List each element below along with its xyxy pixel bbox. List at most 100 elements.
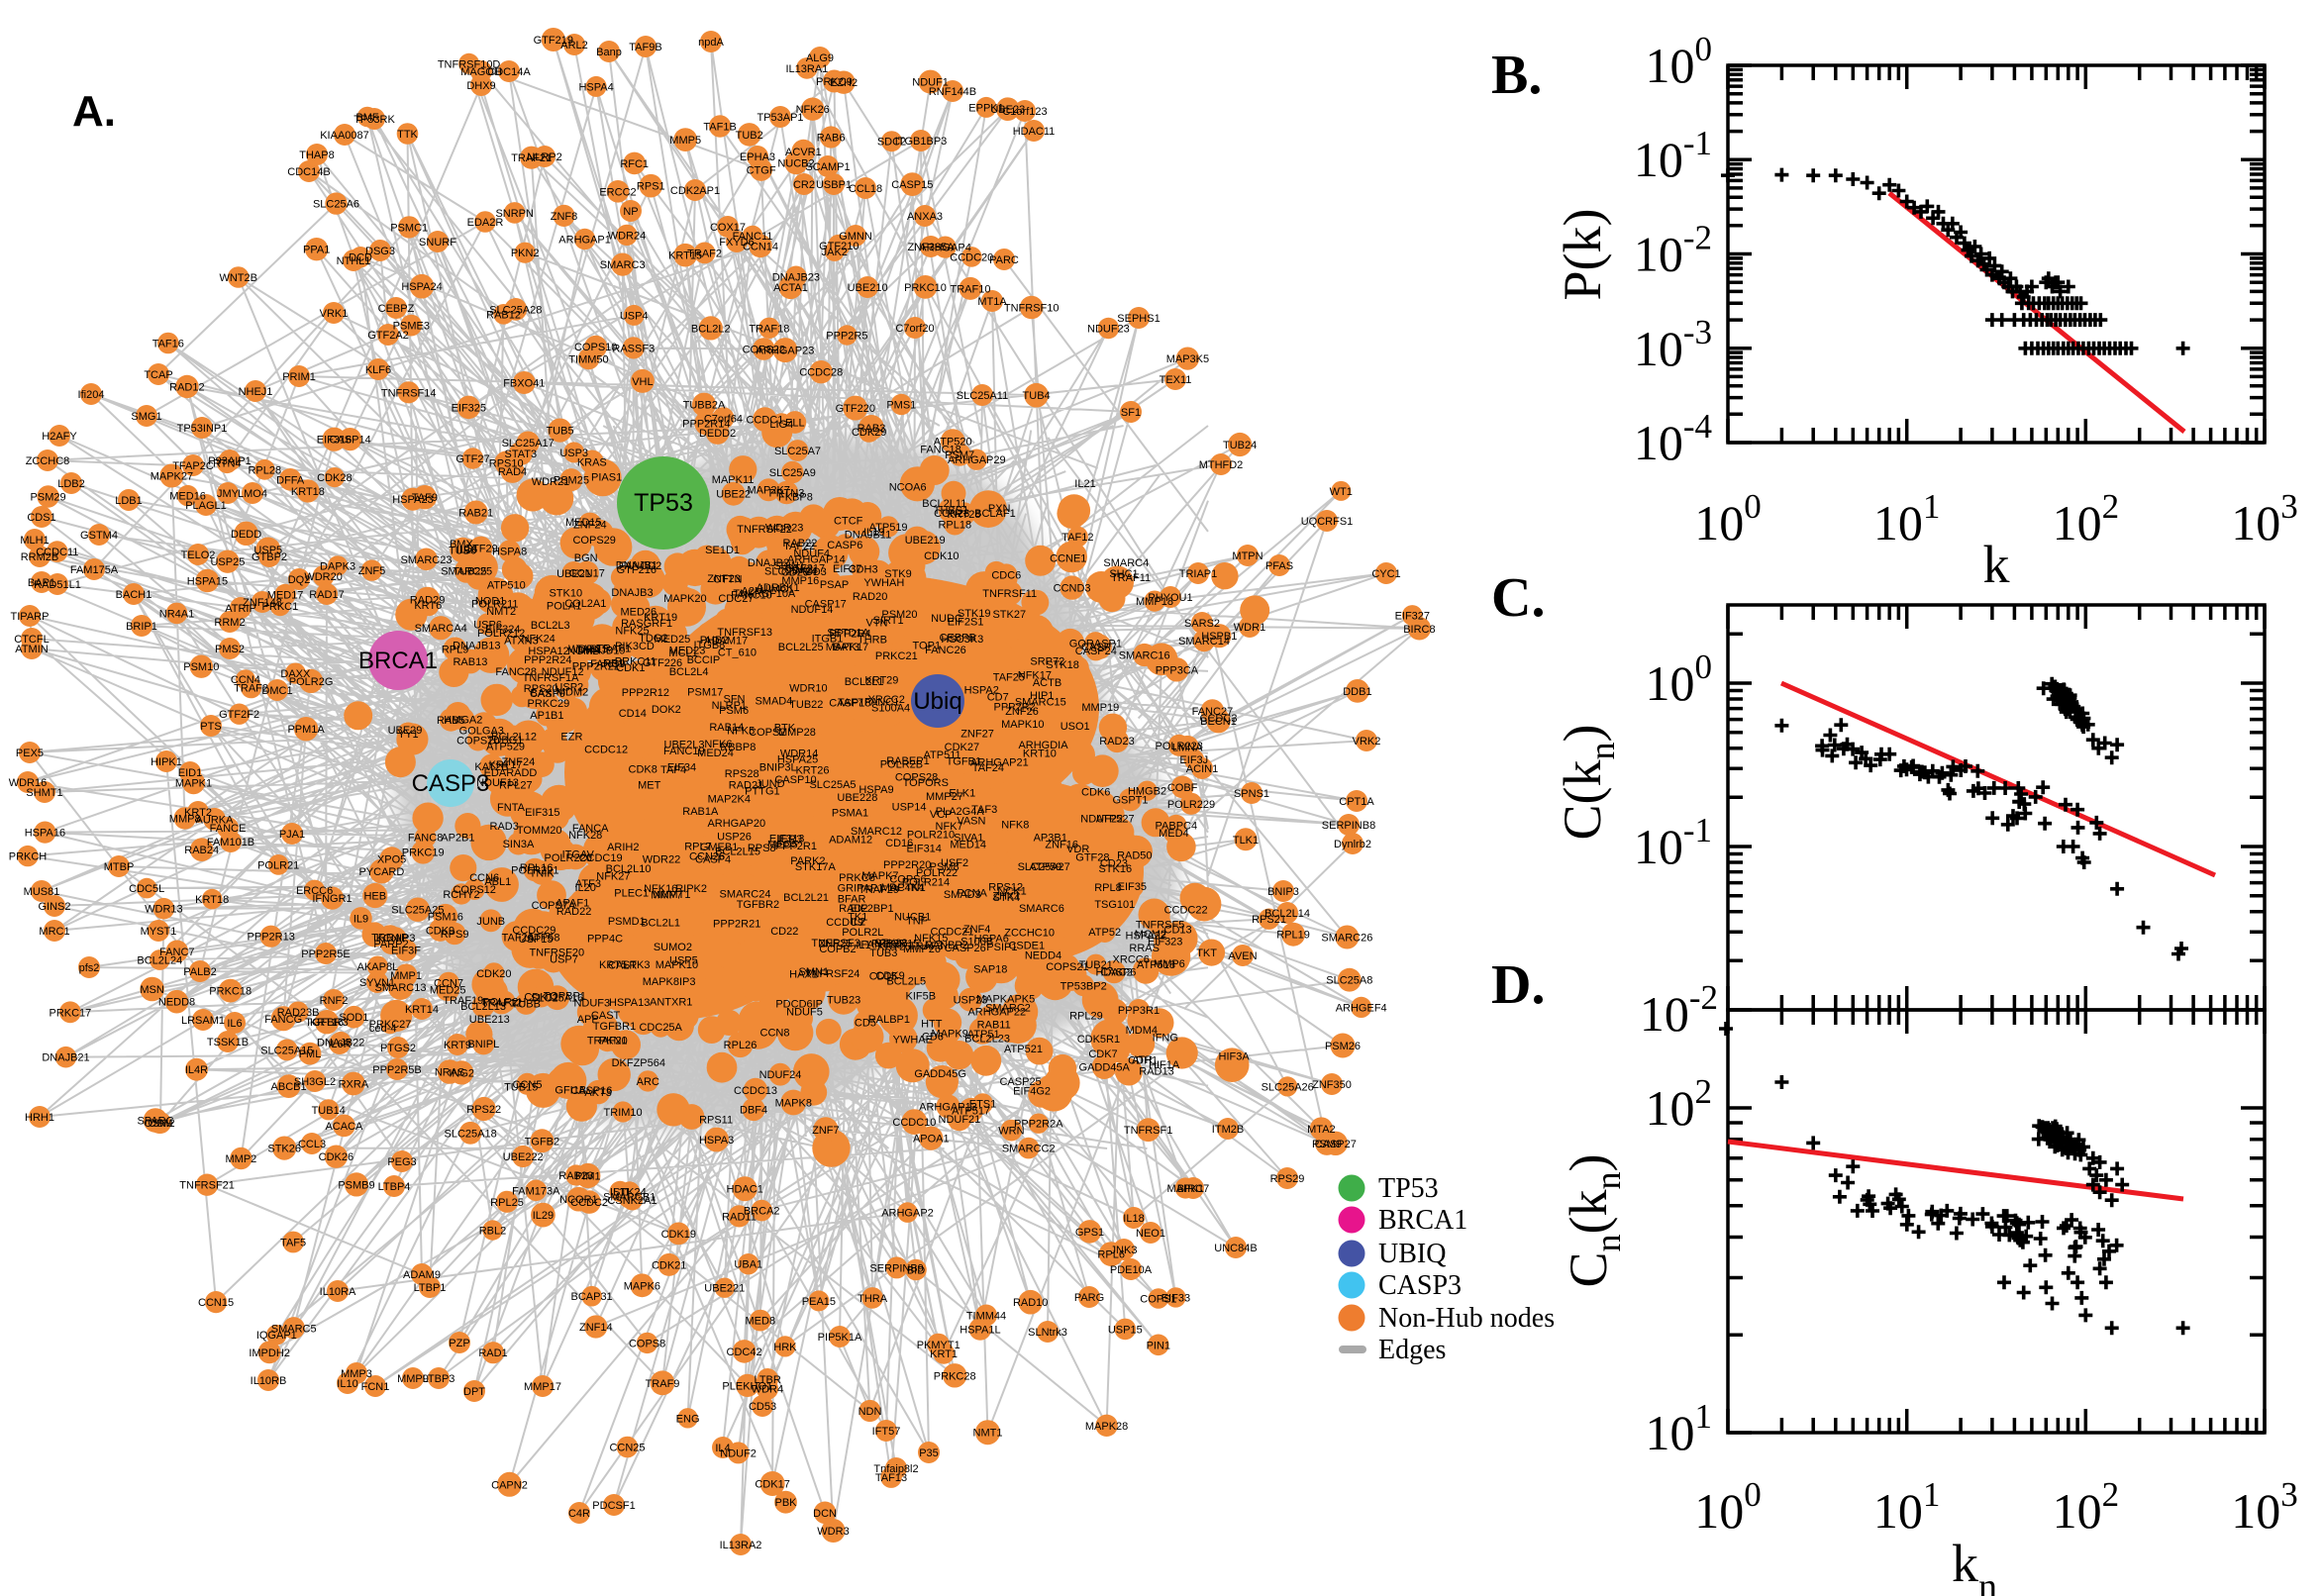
svg-text:PLEC1: PLEC1 [614, 888, 649, 900]
svg-text:CDC14A: CDC14A [487, 66, 531, 78]
svg-text:PSME3: PSME3 [393, 321, 430, 333]
svg-text:TLK1: TLK1 [1233, 835, 1259, 847]
svg-text:AP1B1: AP1B1 [530, 710, 563, 722]
svg-text:RRM2: RRM2 [214, 617, 245, 629]
svg-text:RAD20: RAD20 [853, 591, 887, 603]
svg-text:IFNGR1: IFNGR1 [312, 893, 352, 905]
svg-text:KRT14: KRT14 [405, 1004, 439, 1016]
svg-text:MMP9: MMP9 [397, 1373, 429, 1385]
svg-text:UBE221: UBE221 [704, 1283, 745, 1295]
svg-text:HIP1: HIP1 [1030, 690, 1054, 702]
svg-text:DNAJB23: DNAJB23 [772, 271, 820, 283]
svg-text:FANC26: FANC26 [925, 645, 966, 656]
svg-text:FANC27: FANC27 [1192, 706, 1234, 718]
svg-text:CDC5L: CDC5L [129, 883, 164, 895]
svg-text:CCDC12: CCDC12 [584, 744, 628, 755]
svg-text:RAD10: RAD10 [1013, 1297, 1048, 1309]
svg-text:CTTN: CTTN [713, 573, 742, 585]
svg-text:RNF2: RNF2 [320, 995, 349, 1007]
svg-text:EIF316: EIF316 [317, 435, 352, 447]
svg-text:DHX9: DHX9 [466, 80, 495, 92]
svg-text:GOLGA3: GOLGA3 [459, 725, 504, 737]
svg-text:TUB15: TUB15 [504, 1082, 538, 1094]
svg-text:PSMC1: PSMC1 [390, 222, 428, 234]
svg-text:NFK28: NFK28 [568, 830, 602, 842]
svg-text:DCD: DCD [349, 252, 372, 264]
svg-text:CASP27: CASP27 [1315, 1139, 1357, 1150]
svg-text:PEX5: PEX5 [16, 748, 44, 759]
svg-text:HSPA1L: HSPA1L [960, 1324, 1000, 1336]
svg-text:CASP10: CASP10 [774, 774, 816, 786]
svg-text:CDK20: CDK20 [476, 968, 511, 980]
svg-text:RPS12: RPS12 [988, 881, 1023, 893]
svg-text:EIF37: EIF37 [833, 563, 861, 575]
svg-text:Banp: Banp [596, 47, 622, 58]
svg-text:PDE10A: PDE10A [1110, 1264, 1153, 1276]
svg-text:LDB1: LDB1 [115, 495, 143, 507]
svg-text:EIF314: EIF314 [906, 843, 941, 854]
svg-text:C4R: C4R [568, 1508, 590, 1520]
svg-text:PPP2R4: PPP2R4 [829, 629, 870, 641]
svg-text:NRAS: NRAS [435, 1067, 465, 1079]
svg-text:WDR10: WDR10 [789, 683, 828, 695]
svg-text:SHMT1: SHMT1 [26, 787, 62, 799]
svg-text:LMNA: LMNA [1172, 743, 1203, 754]
svg-text:ACACA: ACACA [325, 1121, 363, 1133]
svg-text:FANC7: FANC7 [159, 947, 194, 958]
svg-text:KRT5: KRT5 [599, 959, 627, 971]
svg-text:SLC25A6: SLC25A6 [313, 199, 359, 211]
svg-text:HSPA4: HSPA4 [578, 81, 613, 93]
svg-text:RAB24: RAB24 [184, 845, 219, 856]
svg-text:XRCC6: XRCC6 [1113, 953, 1150, 965]
svg-text:PMS1: PMS1 [886, 400, 916, 412]
svg-text:LRSAM1: LRSAM1 [181, 1015, 225, 1027]
svg-text:PRKC28: PRKC28 [934, 1370, 976, 1382]
svg-text:ARIH2: ARIH2 [607, 842, 639, 853]
svg-text:ANXA3: ANXA3 [907, 211, 943, 223]
svg-text:PRKC18: PRKC18 [209, 986, 252, 998]
svg-text:SLC25A26: SLC25A26 [1262, 1081, 1314, 1093]
svg-text:EIF315: EIF315 [525, 807, 559, 819]
svg-text:PBK: PBK [774, 1497, 797, 1509]
svg-text:NDUF5: NDUF5 [786, 1006, 823, 1018]
svg-text:TIMM50: TIMM50 [568, 353, 608, 365]
svg-text:RPL19: RPL19 [1276, 930, 1310, 942]
svg-text:TAF9: TAF9 [412, 492, 438, 504]
svg-text:BNIP3: BNIP3 [1267, 886, 1299, 898]
svg-text:C1orf123: C1orf123 [1002, 106, 1047, 118]
svg-text:TRAF19: TRAF19 [443, 995, 483, 1007]
svg-text:PALB2: PALB2 [183, 966, 216, 978]
svg-text:ARHGEF4: ARHGEF4 [1336, 1002, 1387, 1014]
svg-text:TGFBR2: TGFBR2 [737, 899, 779, 911]
svg-text:JMY: JMY [217, 488, 240, 500]
svg-text:PZP: PZP [449, 1338, 469, 1349]
svg-text:COPS29: COPS29 [572, 535, 615, 547]
svg-text:SLNtrk3: SLNtrk3 [1028, 1327, 1067, 1339]
svg-text:BCL2L14: BCL2L14 [1264, 908, 1310, 920]
svg-text:RRM2B: RRM2B [21, 551, 59, 563]
svg-text:TAF3: TAF3 [971, 804, 997, 816]
svg-text:SPIN1: SPIN1 [773, 560, 805, 572]
svg-text:SPNS1: SPNS1 [1234, 788, 1269, 800]
svg-text:IL19: IL19 [863, 527, 884, 539]
svg-text:DOK2: DOK2 [652, 704, 681, 716]
svg-text:USO1: USO1 [1060, 721, 1090, 733]
svg-text:GFI1B: GFI1B [555, 1084, 586, 1096]
svg-text:TP53BP2: TP53BP2 [1060, 980, 1107, 992]
svg-text:PSM17: PSM17 [687, 687, 723, 699]
svg-text:RPL8: RPL8 [1094, 882, 1122, 894]
svg-text:TRAF20: TRAF20 [587, 1036, 628, 1047]
svg-text:ARHGAP23: ARHGAP23 [757, 346, 815, 357]
svg-text:UBE210: UBE210 [848, 282, 888, 294]
svg-text:WDR1: WDR1 [1234, 622, 1265, 634]
svg-text:TAF1B: TAF1B [703, 122, 736, 134]
svg-text:RPL25: RPL25 [490, 1197, 524, 1209]
svg-text:B.: B. [1491, 45, 1542, 106]
svg-text:MMP17: MMP17 [524, 1381, 561, 1393]
svg-text:MAGOH: MAGOH [460, 66, 502, 78]
svg-text:CCN26: CCN26 [689, 851, 725, 863]
svg-text:PIP5K1A: PIP5K1A [818, 1332, 862, 1344]
svg-text:SMARC23: SMARC23 [401, 554, 453, 566]
svg-text:PPP2R12: PPP2R12 [622, 687, 669, 699]
svg-text:HSPA16: HSPA16 [25, 828, 65, 840]
